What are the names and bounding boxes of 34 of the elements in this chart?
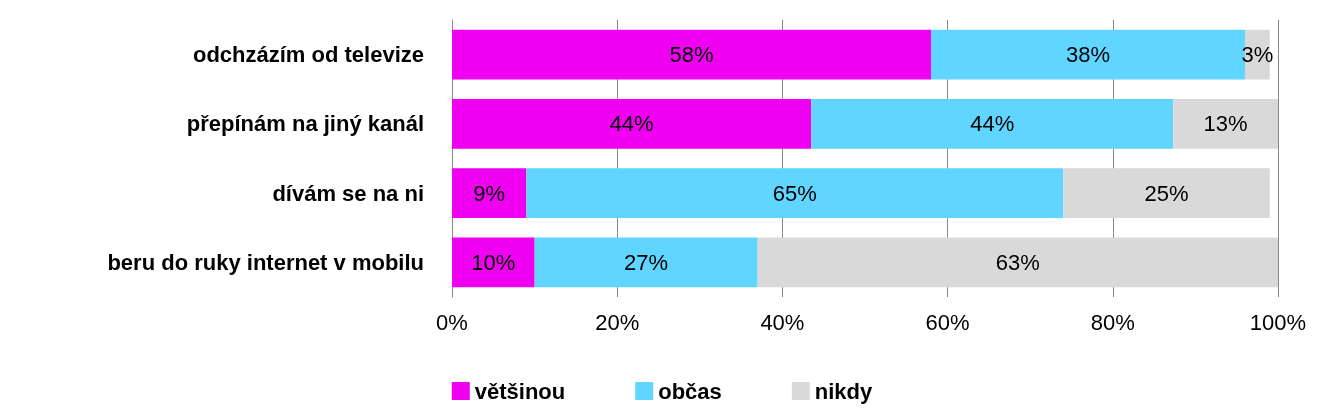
legend-label: většinou <box>474 378 566 404</box>
data-label: 9% <box>473 180 506 206</box>
y-tick-label: dívám se na ni <box>272 180 424 206</box>
bar <box>452 237 535 288</box>
y-tick-label: přepínám na jiný kanál <box>186 111 424 137</box>
x-tick-label: 60% <box>925 309 970 335</box>
bar <box>452 29 932 80</box>
data-label: 10% <box>471 249 516 275</box>
bar <box>452 98 812 149</box>
x-tick-label: 80% <box>1090 309 1135 335</box>
data-label: 65% <box>772 180 817 206</box>
data-label: 13% <box>1203 111 1248 137</box>
legend-label: občas <box>658 378 722 404</box>
bar <box>452 168 527 219</box>
bar <box>811 98 1174 149</box>
bar <box>534 237 758 288</box>
data-label: 58% <box>669 42 714 68</box>
x-tick-label: 100% <box>1249 309 1307 335</box>
bar <box>526 168 1064 219</box>
y-tick-label: beru do ruky internet v mobilu <box>107 249 424 275</box>
data-label: 44% <box>609 111 654 137</box>
data-label: 25% <box>1144 180 1189 206</box>
legend-label: nikdy <box>814 378 874 404</box>
y-tick-label: odchzázím od televize <box>192 42 424 68</box>
x-tick-label: 40% <box>760 309 805 335</box>
data-label: 63% <box>995 249 1040 275</box>
bar <box>1173 98 1278 149</box>
data-label: 44% <box>970 111 1015 137</box>
bar <box>757 237 1278 288</box>
data-label: 38% <box>1066 42 1111 68</box>
x-tick-label: 20% <box>595 309 640 335</box>
data-label: 27% <box>624 249 669 275</box>
x-tick-label: 0% <box>436 309 468 335</box>
bar <box>1063 168 1270 219</box>
